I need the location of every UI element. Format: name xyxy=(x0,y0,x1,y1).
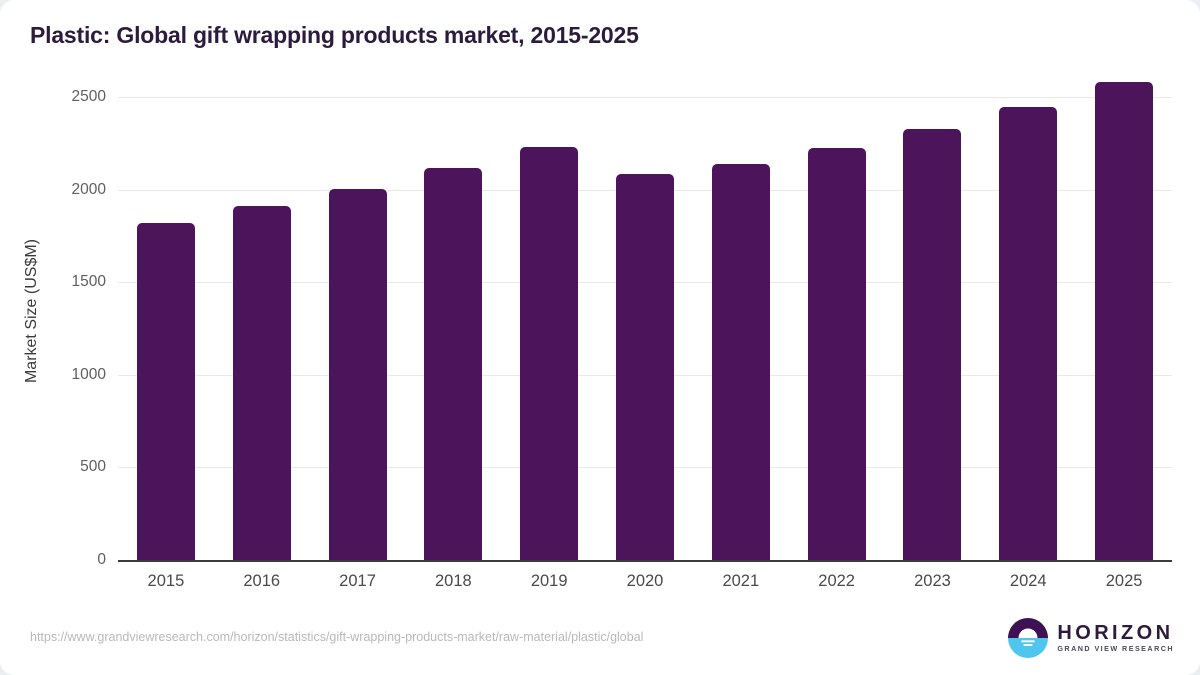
bar[interactable] xyxy=(711,163,770,560)
x-axis-tick-label: 2019 xyxy=(530,572,568,590)
page-title: Plastic: Global gift wrapping products m… xyxy=(30,22,639,48)
y-axis-tick-label: 1000 xyxy=(71,365,106,383)
x-axis-tick-label: 2025 xyxy=(1105,572,1143,590)
y-axis-tick-label: 0 xyxy=(97,551,106,568)
bar[interactable] xyxy=(807,147,866,560)
logo-wordmark: HORIZON xyxy=(1057,622,1174,645)
horizon-circle-logo-icon xyxy=(1008,618,1049,658)
bar[interactable] xyxy=(1095,82,1154,560)
y-axis-label: Market Size (US$M) xyxy=(18,60,46,561)
bar[interactable] xyxy=(232,206,291,560)
x-axis-tick-label: 2015 xyxy=(147,572,185,590)
y-axis-tick-label: 500 xyxy=(80,458,106,476)
x-axis-line xyxy=(118,560,1172,562)
y-axis-tick-label: 2500 xyxy=(71,88,106,106)
x-axis-tick-label: 2017 xyxy=(339,572,376,590)
x-axis-tick-label: 2018 xyxy=(435,572,472,590)
x-axis-tick-label: 2016 xyxy=(243,572,281,590)
y-axis-label-text: Market Size (US$M) xyxy=(23,238,40,383)
y-axis-tick-label: 2000 xyxy=(71,180,106,198)
x-axis-tick-label: 2024 xyxy=(1009,572,1047,590)
bar[interactable] xyxy=(903,128,962,560)
x-axis-tick-label: 2021 xyxy=(722,572,760,590)
bar[interactable] xyxy=(328,188,387,560)
bar[interactable] xyxy=(616,173,674,560)
bar[interactable] xyxy=(999,107,1058,560)
gridline xyxy=(118,97,1172,99)
bar[interactable] xyxy=(136,222,195,560)
source-url[interactable]: https://www.grandviewresearch.com/horizo… xyxy=(30,630,644,644)
horizon-logo: HORIZON GRAND VIEW RESEARCH xyxy=(1008,616,1174,660)
x-axis-tick-label: 2020 xyxy=(626,572,664,590)
logo-subtitle: GRAND VIEW RESEARCH xyxy=(1057,644,1174,654)
x-axis-tick-label: 2022 xyxy=(818,572,855,590)
plot-area: 0 500 1000 1500 2000 2500 2015 2016 2017 2018 2019… xyxy=(72,60,1172,590)
bar[interactable] xyxy=(424,168,483,560)
logo-text-block: HORIZON GRAND VIEW RESEARCH xyxy=(1057,623,1174,653)
bar[interactable] xyxy=(520,147,579,560)
y-axis-tick-label: 1500 xyxy=(71,273,106,291)
x-axis-tick-label: 2023 xyxy=(914,572,951,590)
